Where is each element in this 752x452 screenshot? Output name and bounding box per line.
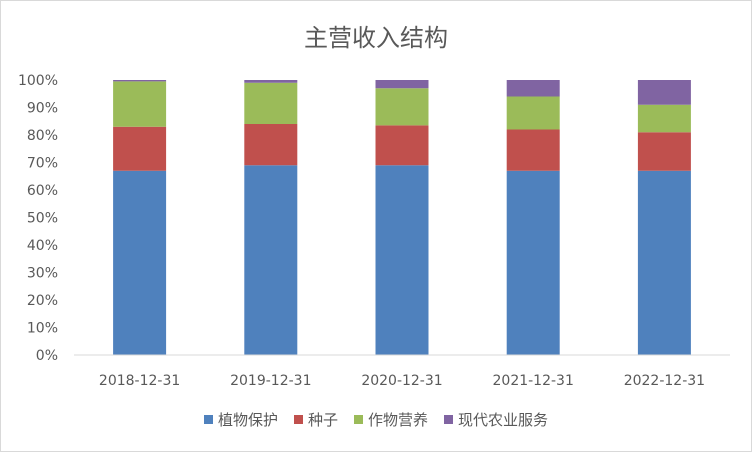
y-tick-label: 40% [27,238,58,254]
x-axis-ticks: 2018-12-31 2019-12-31 2020-12-31 2021-12-31… [99,373,705,389]
legend-swatch [444,415,453,424]
chart-title: 主营收入结构 [304,24,448,52]
y-tick-label: 0% [36,348,58,364]
legend: 植物保护 种子 作物营养 现代农业服务 [204,411,548,429]
bar-segment [506,170,560,355]
x-tick-label: 2022-12-31 [624,373,705,389]
x-tick-label: 2020-12-31 [361,373,442,389]
bar-segment [375,88,429,126]
legend-label: 种子 [308,411,338,429]
legend-swatch [354,415,363,424]
bar-segment [506,96,560,130]
bar-segment [244,82,298,124]
y-tick-label: 100% [18,73,58,89]
y-tick-label: 80% [27,128,58,144]
bar-segment [637,104,691,133]
bar-segment [113,81,167,127]
legend-swatch [294,415,303,424]
y-tick-label: 70% [27,156,58,172]
bar-segment [113,80,167,82]
legend-label: 植物保护 [218,411,278,429]
bar-segment [637,170,691,355]
bar-segment [506,80,560,97]
y-tick-label: 60% [27,183,58,199]
bar-segment [244,80,298,83]
bar-segment [375,125,429,166]
y-tick-label: 20% [27,293,58,309]
legend-label: 现代农业服务 [458,411,548,429]
bar-segment [244,124,298,166]
bar-segment [506,129,560,171]
bar-segment [375,165,429,355]
bar-segment [113,126,167,171]
bar-segment [244,165,298,355]
x-tick-label: 2018-12-31 [99,373,180,389]
y-tick-label: 50% [27,211,58,227]
y-tick-label: 10% [27,321,58,337]
bar-segment [637,132,691,171]
bar-segment [113,170,167,355]
bar-segment [375,80,429,89]
legend-label: 作物营养 [368,411,428,429]
y-axis-ticks: 0% 10% 20% 30% 40% 50% 60% 70% 80% 90% 100% [18,73,58,364]
x-tick-label: 2019-12-31 [230,373,311,389]
y-tick-label: 90% [27,101,58,117]
bar-segment [637,80,691,105]
bars-group [113,80,691,355]
legend-swatch [204,415,213,424]
y-tick-label: 30% [27,266,58,282]
x-tick-label: 2021-12-31 [493,373,574,389]
